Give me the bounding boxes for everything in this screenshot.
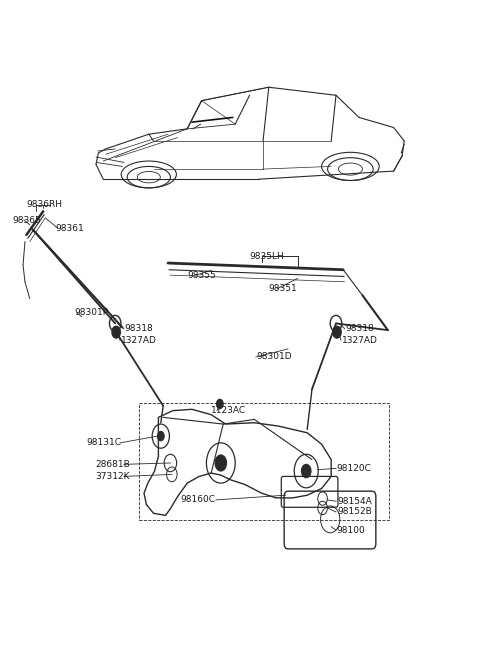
Text: 98351: 98351 xyxy=(269,284,298,293)
Text: 98301P: 98301P xyxy=(74,308,108,317)
Text: 98318: 98318 xyxy=(125,324,154,333)
Circle shape xyxy=(301,464,311,478)
Text: 98318: 98318 xyxy=(346,324,374,333)
Text: 98365: 98365 xyxy=(12,215,41,225)
Circle shape xyxy=(215,455,227,471)
Text: 9835LH: 9835LH xyxy=(250,252,284,261)
Circle shape xyxy=(157,431,164,441)
Text: 98131C: 98131C xyxy=(86,438,121,448)
Circle shape xyxy=(216,399,223,409)
Text: 98355: 98355 xyxy=(187,270,216,280)
Circle shape xyxy=(112,326,120,338)
Text: 1123AC: 1123AC xyxy=(211,406,246,415)
Text: 98154A: 98154A xyxy=(337,497,372,506)
Circle shape xyxy=(333,326,341,338)
Text: 9836RH: 9836RH xyxy=(26,200,62,209)
Text: 1327AD: 1327AD xyxy=(121,336,157,345)
Text: 1327AD: 1327AD xyxy=(342,336,378,345)
Text: 28681B: 28681B xyxy=(95,460,130,469)
Text: 37312K: 37312K xyxy=(95,472,130,481)
Text: 98152B: 98152B xyxy=(337,507,372,517)
Text: 98361: 98361 xyxy=(55,223,84,233)
Text: 98120C: 98120C xyxy=(336,464,371,473)
Text: 98301D: 98301D xyxy=(257,352,292,362)
Text: 98100: 98100 xyxy=(336,525,365,535)
Text: 98160C: 98160C xyxy=(180,495,215,505)
